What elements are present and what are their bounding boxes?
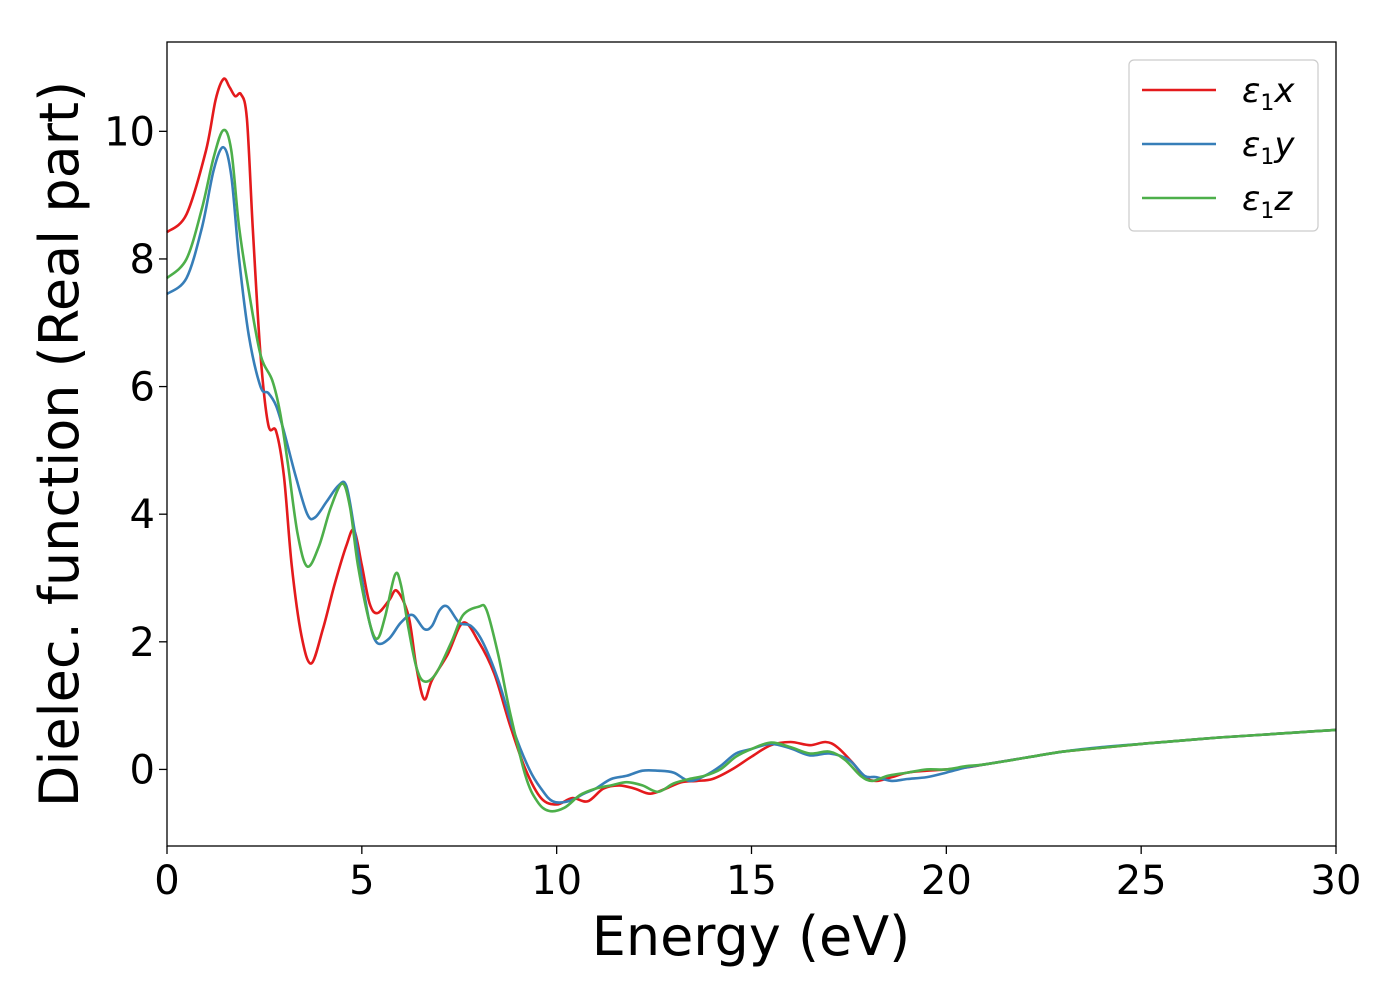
series-line-y [166, 146, 1337, 804]
x-tick-label: 10 [531, 858, 582, 904]
x-tick-label: 15 [726, 858, 777, 904]
y-axis-label: Dielec. function (Real part) [28, 81, 91, 807]
x-tick-label: 0 [154, 858, 179, 904]
legend: ε1x ε1y ε1z [1128, 59, 1319, 232]
x-ticks: 0 5 10 15 20 25 30 [154, 846, 1361, 904]
x-tick-label: 20 [921, 858, 972, 904]
legend-box [1128, 59, 1319, 232]
y-tick-label: 2 [130, 620, 155, 666]
y-tick-label: 6 [130, 365, 155, 411]
legend-label-x: ε1x [1242, 71, 1295, 116]
x-tick-label: 5 [349, 858, 374, 904]
y-ticks: 0 2 4 6 8 10 [104, 109, 167, 793]
y-tick-label: 4 [130, 492, 155, 538]
legend-label-z: ε1z [1242, 179, 1293, 224]
y-tick-label: 8 [130, 237, 155, 283]
x-axis-label: Energy (eV) [592, 905, 911, 968]
legend-label-y: ε1y [1242, 125, 1295, 170]
series-line-z [166, 128, 1337, 813]
y-tick-label: 10 [104, 109, 155, 155]
y-tick-label: 0 [130, 747, 155, 793]
x-tick-label: 30 [1311, 858, 1362, 904]
x-tick-label: 25 [1116, 858, 1167, 904]
series-layer [166, 77, 1337, 813]
